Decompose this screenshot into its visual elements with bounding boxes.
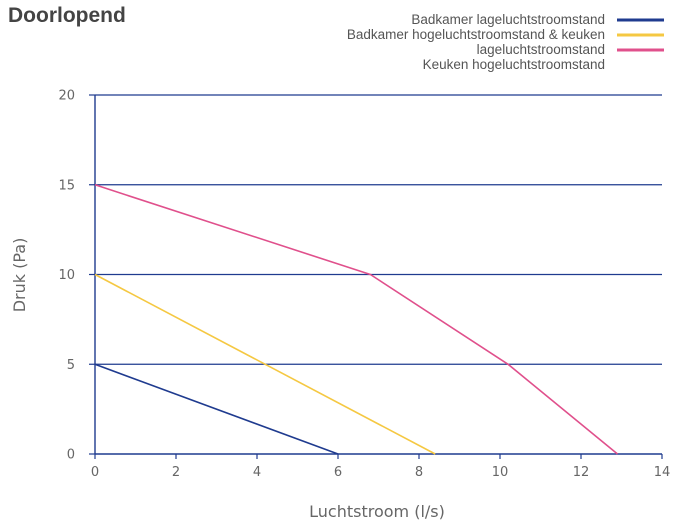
x-tick-label: 4: [253, 465, 261, 480]
legend-label: Keuken hogeluchtstroomstand: [423, 57, 605, 72]
x-axis-label: Luchtstroom (l/s): [309, 502, 445, 521]
y-axis-label: Druk (Pa): [10, 238, 29, 313]
x-tick-label: 12: [573, 465, 590, 480]
x-tick-labels: 0 2 4 6 8 10 12 14: [91, 465, 670, 480]
data-series: [94, 184, 619, 455]
x-tick-label: 6: [334, 465, 342, 480]
grid-lines: [95, 94, 662, 365]
series-line-2: [94, 273, 436, 455]
y-tick-label: 0: [67, 448, 75, 463]
legend-label: Badkamer lageluchtstroomstand: [411, 12, 605, 27]
x-tick-label: 8: [415, 465, 423, 480]
y-tick-label: 20: [58, 89, 75, 104]
x-tick-label: 10: [492, 465, 509, 480]
chart-title: Doorlopend: [8, 4, 126, 27]
y-tick-label: 10: [58, 268, 75, 283]
legend-label: Badkamer hogeluchtstroomstand & keuken: [347, 27, 605, 42]
y-tick-labels: 0 5 10 15 20: [58, 89, 75, 463]
y-tick-label: 5: [67, 358, 75, 373]
legend-label: lageluchtstroomstand: [477, 42, 605, 57]
series-line-1: [94, 363, 339, 455]
series-line-3: [94, 184, 619, 455]
y-tick-label: 15: [58, 178, 75, 193]
x-tick-label: 2: [172, 465, 180, 480]
x-tick-label: 14: [654, 465, 671, 480]
x-tick-label: 0: [91, 465, 99, 480]
chart-axes: [89, 94, 663, 459]
